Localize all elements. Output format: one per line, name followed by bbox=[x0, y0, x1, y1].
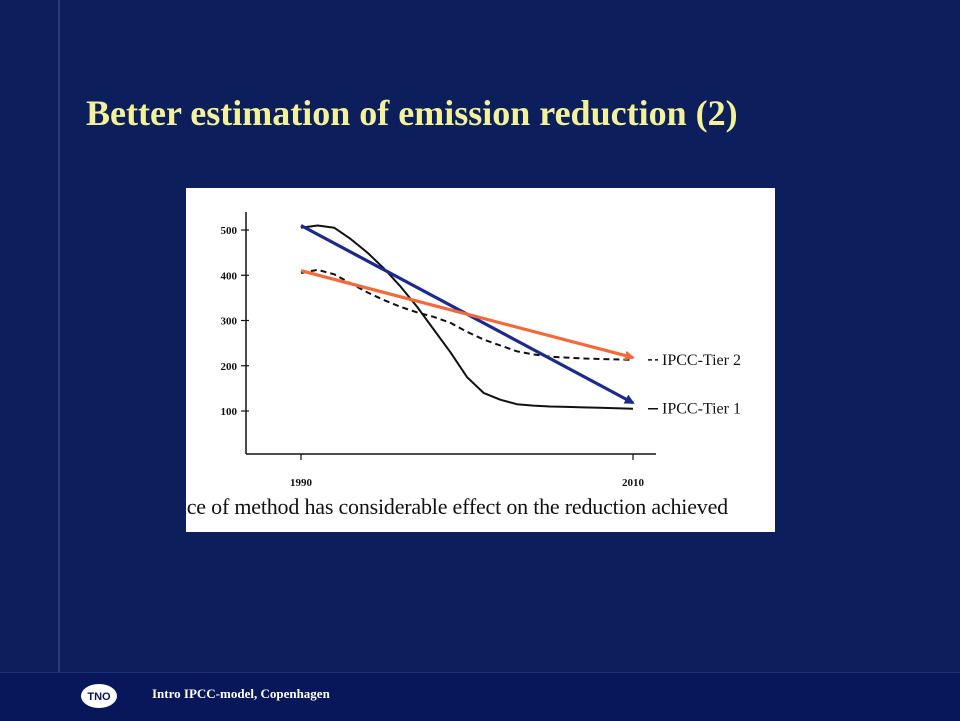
y-tick-label: 200 bbox=[221, 361, 238, 373]
svg-text:TNO: TNO bbox=[87, 691, 111, 703]
series-line-tier2 bbox=[300, 268, 634, 361]
y-tick-label: 100 bbox=[221, 406, 238, 418]
series-line-tier1 bbox=[300, 224, 634, 410]
y-tick-label: 300 bbox=[221, 316, 238, 328]
footer-text: Intro IPCC-model, Copenhagen bbox=[152, 686, 330, 701]
footer-bar bbox=[0, 672, 960, 721]
y-tick-label: 500 bbox=[221, 225, 238, 237]
tno-logo-icon: TNO bbox=[81, 684, 117, 708]
emission-chart-figure: 100 200 300 400 500 1990 2010 IPCC-Tier 1 IPCC… bbox=[186, 188, 775, 532]
legend-label: IPCC-Tier 1 bbox=[662, 401, 741, 418]
y-tick-label: 400 bbox=[221, 270, 238, 282]
legend-label: IPCC-Tier 2 bbox=[662, 352, 741, 369]
x-tick-label: 1990 bbox=[290, 477, 313, 489]
figure-caption: oice of method has considerable effect o… bbox=[186, 494, 728, 519]
trend-arrow-tier2 bbox=[300, 269, 635, 361]
slide-title: Better estimation of emission reduction … bbox=[86, 93, 738, 133]
left-rule-divider bbox=[58, 0, 60, 672]
emission-chart: 100 200 300 400 500 1990 2010 IPCC-Tier 1 IPCC… bbox=[221, 212, 741, 489]
x-tick-label: 2010 bbox=[622, 477, 645, 489]
